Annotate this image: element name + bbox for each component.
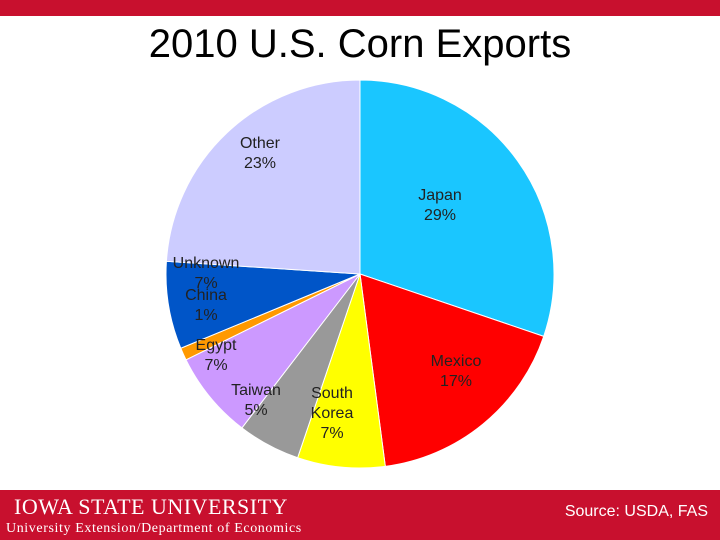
pie-slice-japan (359, 79, 555, 337)
department-text: University Extension/Department of Econo… (6, 521, 302, 536)
pie-chart: Japan 29% Mexico 17% South Korea 7% Taiwan 5% Egy… (165, 79, 555, 469)
chart-title: 2010 U.S. Corn Exports (148, 22, 572, 66)
slice-label-south-korea: South Korea 7% (311, 385, 354, 442)
slice-label-mexico: Mexico 17% (431, 353, 482, 390)
slice-label-other: Other 23% (240, 135, 281, 172)
pie-slice-mexico (359, 273, 545, 467)
footer-bar (0, 490, 720, 540)
university-logo: IOWA STATE UNIVERSITY (14, 494, 288, 519)
slice-label-egypt: Egypt 7% (196, 337, 237, 374)
slice-label-japan: Japan 29% (418, 187, 462, 224)
top-red-bar (0, 0, 720, 16)
source-text: Source: USDA, FAS (564, 503, 708, 520)
slice-label-china: China 1% (185, 287, 227, 324)
pie-slices (165, 79, 555, 469)
pie-slice-other (165, 79, 361, 275)
slice-label-taiwan: Taiwan 5% (231, 382, 281, 419)
pie-labels: Japan 29% Mexico 17% South Korea 7% Taiwan 5% Egy… (173, 135, 482, 442)
slice-label-unknown: Unknown 7% (173, 255, 240, 292)
